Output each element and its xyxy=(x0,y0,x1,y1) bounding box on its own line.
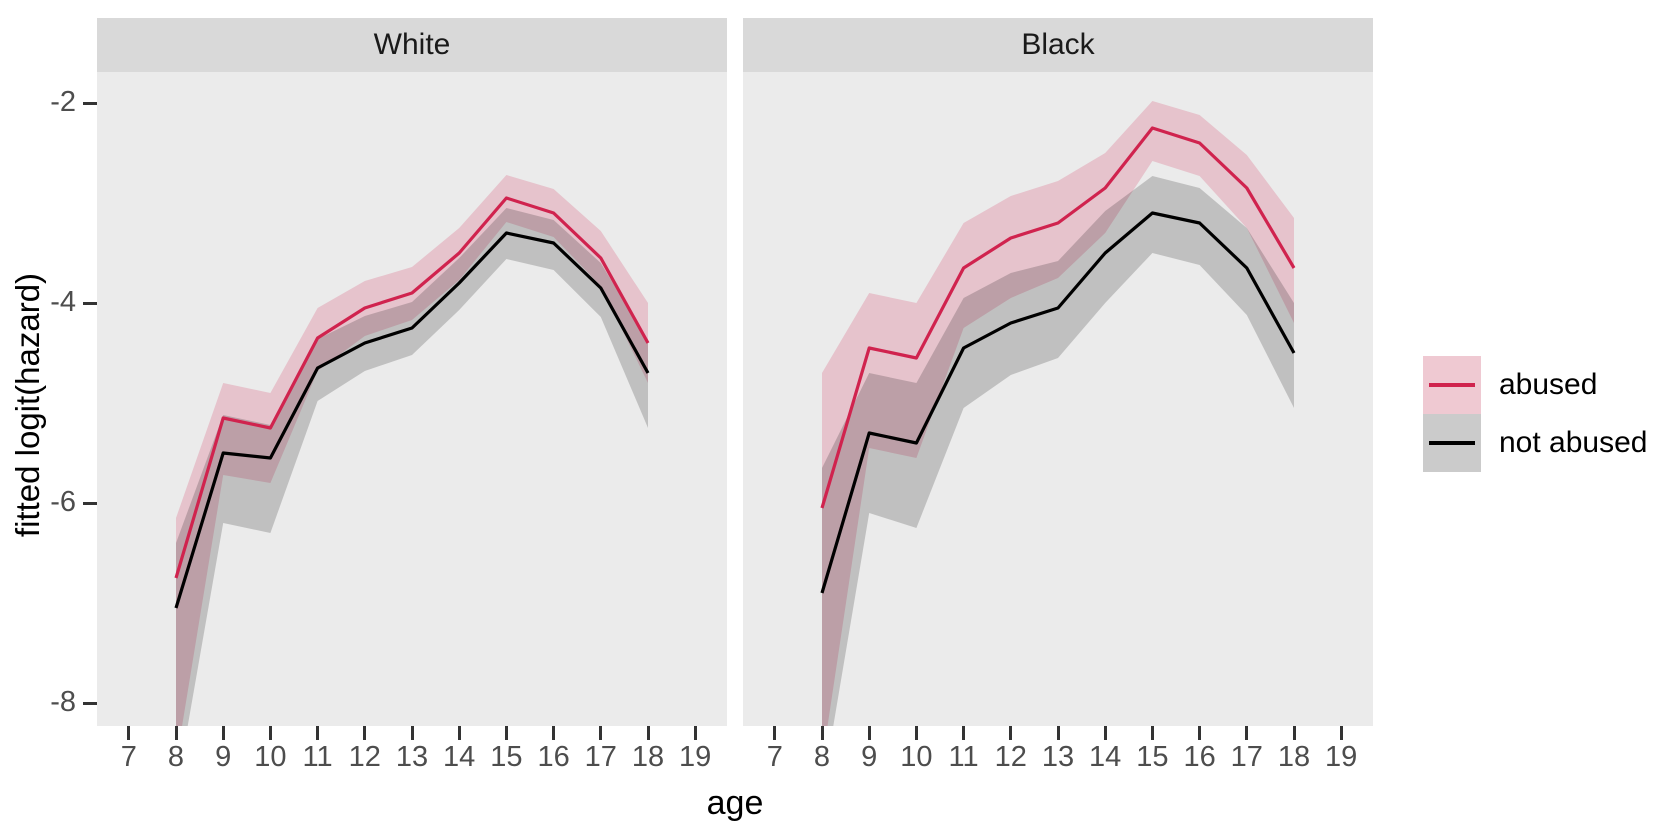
x-tick-mark xyxy=(773,726,777,740)
legend-key-not-abused-line xyxy=(1429,441,1475,445)
x-tick-mark xyxy=(504,726,508,740)
x-tick-label: 13 xyxy=(395,741,429,773)
x-tick-mark xyxy=(599,726,603,740)
x-tick-mark xyxy=(1339,726,1343,740)
x-tick-mark xyxy=(363,726,367,740)
x-tick-label: 10 xyxy=(254,741,287,773)
x-tick-mark xyxy=(820,726,824,740)
x-tick-label: 18 xyxy=(1277,741,1311,773)
x-tick-label: 14 xyxy=(443,741,476,773)
facet-strip-black: Black xyxy=(743,18,1373,72)
facet-strip-white: White xyxy=(97,18,727,72)
x-tick-label: 7 xyxy=(120,741,137,773)
x-tick-label: 11 xyxy=(302,741,333,773)
x-tick-label: 17 xyxy=(584,741,617,773)
x-tick-label: 12 xyxy=(348,741,381,773)
x-tick-label: 10 xyxy=(900,741,933,773)
x-tick-mark xyxy=(552,726,556,740)
x-tick-mark xyxy=(316,726,320,740)
line-not-abused xyxy=(174,231,650,609)
x-axis-title: age xyxy=(706,784,764,822)
y-tick-mark xyxy=(83,101,97,105)
line-not-abused xyxy=(820,211,1296,594)
x-tick-mark xyxy=(914,726,918,740)
x-tick-label: 19 xyxy=(679,741,712,773)
legend-item-abused: abused xyxy=(1423,356,1647,414)
x-tick-mark xyxy=(646,726,650,740)
panel-white xyxy=(97,72,727,726)
x-tick-label: 18 xyxy=(631,741,665,773)
x-tick-label: 8 xyxy=(167,741,185,773)
y-tick-mark xyxy=(83,501,97,505)
line-abused xyxy=(174,196,650,579)
x-tick-label: 19 xyxy=(1325,741,1358,773)
x-tick-mark xyxy=(1245,726,1249,740)
x-tick-mark xyxy=(268,726,272,740)
y-tick-label: -8 xyxy=(50,686,76,718)
x-tick-mark xyxy=(457,726,461,740)
ribbon-not-abused xyxy=(822,176,1294,726)
x-tick-mark xyxy=(1009,726,1013,740)
x-tick-label: 15 xyxy=(1136,741,1169,773)
y-tick-mark xyxy=(83,701,97,705)
x-tick-label: 13 xyxy=(1041,741,1075,773)
facet-label-white: White xyxy=(373,28,451,61)
x-tick-mark xyxy=(693,726,697,740)
x-tick-label: 8 xyxy=(813,741,831,773)
x-tick-mark xyxy=(410,726,414,740)
legend-key-not-abused-swatch xyxy=(1423,414,1481,472)
facet-label-black: Black xyxy=(1021,28,1095,61)
x-tick-label: 12 xyxy=(994,741,1027,773)
x-tick-label: 15 xyxy=(490,741,523,773)
x-tick-mark xyxy=(1198,726,1202,740)
y-tick-label: -6 xyxy=(50,486,76,518)
x-tick-label: 7 xyxy=(766,741,783,773)
legend-label-abused: abused xyxy=(1499,368,1598,401)
y-tick-label: -2 xyxy=(50,86,76,118)
legend-key-abused-line xyxy=(1429,383,1475,387)
legend: abused not abused xyxy=(1423,356,1647,472)
x-tick-mark xyxy=(1150,726,1154,740)
y-tick-mark xyxy=(83,301,97,305)
x-tick-label: 9 xyxy=(861,741,878,773)
ribbon-abused xyxy=(822,101,1294,726)
x-tick-label: 16 xyxy=(537,741,570,773)
ribbon-not-abused xyxy=(176,208,648,726)
legend-key-abused-swatch xyxy=(1423,356,1481,414)
x-tick-label: 16 xyxy=(1183,741,1216,773)
x-tick-label: 9 xyxy=(215,741,232,773)
x-tick-label: 14 xyxy=(1089,741,1122,773)
x-tick-mark xyxy=(1056,726,1060,740)
x-tick-mark xyxy=(1103,726,1107,740)
x-tick-label: 11 xyxy=(948,741,979,773)
legend-label-not-abused: not abused xyxy=(1499,426,1648,459)
y-tick-label: -4 xyxy=(50,286,76,318)
line-abused xyxy=(820,126,1296,509)
x-tick-mark xyxy=(1292,726,1296,740)
x-tick-mark xyxy=(174,726,178,740)
x-tick-label: 17 xyxy=(1230,741,1263,773)
panel-black xyxy=(743,72,1373,726)
x-tick-mark xyxy=(221,726,225,740)
ribbon-abused xyxy=(176,175,648,726)
x-tick-mark xyxy=(867,726,871,740)
x-tick-mark xyxy=(127,726,131,740)
x-tick-mark xyxy=(962,726,966,740)
legend-item-not-abused: not abused xyxy=(1423,414,1647,472)
